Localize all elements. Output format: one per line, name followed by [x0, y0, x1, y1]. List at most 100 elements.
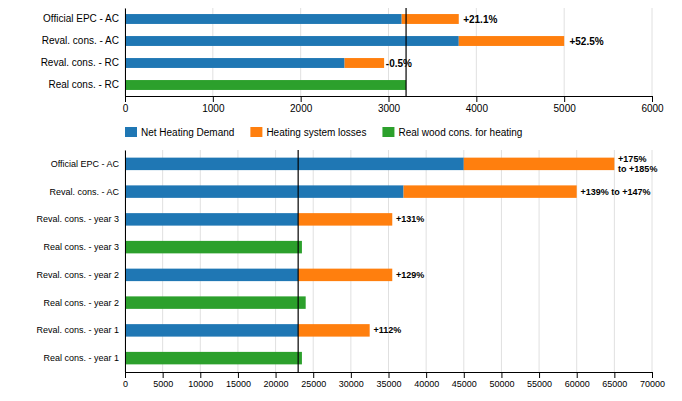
grid-line — [539, 150, 540, 372]
x-tick: 50000 — [489, 372, 514, 389]
bar — [125, 36, 459, 46]
grid-line — [564, 8, 565, 96]
y-tick: Official EPC - AC — [43, 13, 125, 24]
x-tick: 35000 — [376, 372, 401, 389]
grid-line — [426, 150, 427, 372]
grid-line — [463, 150, 464, 372]
x-tick: 45000 — [452, 372, 477, 389]
bar — [404, 185, 577, 197]
annotation: -0.5% — [386, 58, 412, 69]
x-tick-label: 6000 — [641, 103, 664, 114]
x-tick-label: 45000 — [452, 379, 477, 389]
x-tick-mark — [652, 372, 653, 378]
y-axis: Official EPC - ACReval. cons. - ACReval.… — [41, 9, 126, 97]
annotation: +112% — [373, 325, 401, 335]
y-tick: Real cons. - year 3 — [43, 242, 125, 252]
x-tick-mark — [163, 372, 164, 378]
legend: Net Heating Demand Heating system losses R… — [125, 127, 522, 138]
x-tick: 0 — [123, 96, 129, 114]
y-tick: Reval. cons. - year 1 — [36, 325, 125, 335]
grid-line — [614, 150, 615, 372]
bar — [125, 296, 306, 308]
grid — [125, 150, 652, 372]
annotation: +175%to +185% — [618, 154, 657, 174]
y-tick: Real cons. - year 1 — [43, 353, 125, 363]
x-tick: 20000 — [264, 372, 289, 389]
x-tick: 60000 — [565, 372, 590, 389]
y-tick-label: Reval. cons. - AC — [42, 35, 119, 46]
grid-line — [652, 8, 653, 96]
grid-line — [350, 150, 351, 372]
reference-line — [405, 8, 406, 96]
reference-line — [298, 150, 299, 372]
grid-line — [200, 150, 201, 372]
x-tick-label: 1000 — [202, 103, 225, 114]
x-axis-line — [126, 373, 653, 379]
bar — [345, 58, 385, 68]
x-tick-mark — [125, 372, 126, 378]
x-tick-mark — [564, 96, 565, 102]
legend-label: Heating system losses — [266, 127, 366, 138]
x-tick: 2000 — [290, 96, 313, 114]
bar — [298, 269, 392, 281]
x-tick-mark — [301, 96, 302, 102]
bar — [459, 36, 564, 46]
bar — [298, 324, 370, 336]
grid-line — [313, 150, 314, 372]
grid-line — [275, 150, 276, 372]
x-tick-mark — [426, 372, 427, 378]
x-tick: 30000 — [339, 372, 364, 389]
x-tick-mark — [389, 96, 390, 102]
bar — [125, 185, 404, 197]
x-tick-mark — [389, 372, 390, 378]
grid-line — [162, 150, 163, 372]
chart-container: 0100020003000400050006000Official EPC - … — [0, 0, 682, 401]
legend-swatch — [125, 127, 137, 137]
legend-item: Heating system losses — [250, 127, 366, 138]
x-tick-mark — [351, 372, 352, 378]
y-tick: Reval. cons. - year 3 — [36, 214, 125, 224]
x-tick-mark — [539, 372, 540, 378]
x-tick: 1000 — [202, 96, 225, 114]
bar — [384, 58, 385, 68]
annotation: +129% — [396, 270, 424, 280]
x-tick: 5000 — [554, 96, 577, 114]
x-tick-mark — [501, 372, 502, 378]
x-tick-label: 60000 — [565, 379, 590, 389]
x-tick-mark — [200, 372, 201, 378]
plot-area — [125, 8, 564, 96]
x-tick-mark — [614, 372, 615, 378]
annotation-line: +52.5% — [569, 36, 603, 47]
y-tick-label: Official EPC - AC — [51, 159, 120, 169]
x-tick-mark — [238, 372, 239, 378]
y-tick-label: Real cons. - year 1 — [43, 353, 119, 363]
x-tick: 25000 — [301, 372, 326, 389]
x-tick-mark — [652, 96, 653, 102]
annotations: +21.1%+52.5%-0.5% — [386, 14, 604, 69]
y-tick-label: Real cons. - year 3 — [43, 242, 119, 252]
annotation-line: to +185% — [618, 164, 657, 174]
chart-panel: 0100020003000400050006000Official EPC - … — [41, 8, 664, 114]
x-tick: 40000 — [414, 372, 439, 389]
bar — [125, 80, 406, 90]
legend-label: Net Heating Demand — [141, 127, 234, 138]
x-tick: 70000 — [640, 372, 665, 389]
x-tick-mark — [476, 96, 477, 102]
y-tick: Official EPC - AC — [51, 159, 125, 169]
x-tick: 6000 — [641, 96, 664, 114]
y-axis: Official EPC - ACReval. cons. - ACReval.… — [36, 151, 125, 373]
legend-label: Real wood cons. for heating — [398, 127, 522, 138]
annotation-line: -0.5% — [386, 58, 412, 69]
bar — [125, 58, 345, 68]
bar — [125, 14, 402, 24]
y-tick: Real cons. - year 2 — [43, 298, 125, 308]
x-tick-mark — [464, 372, 465, 378]
bar — [125, 352, 302, 364]
grid — [125, 8, 652, 96]
annotation: +139% to +147% — [580, 187, 650, 197]
x-tick-label: 10000 — [188, 379, 213, 389]
bar — [392, 269, 393, 281]
bar — [125, 324, 298, 336]
x-tick-label: 4000 — [466, 103, 489, 114]
grid-line — [652, 150, 653, 372]
